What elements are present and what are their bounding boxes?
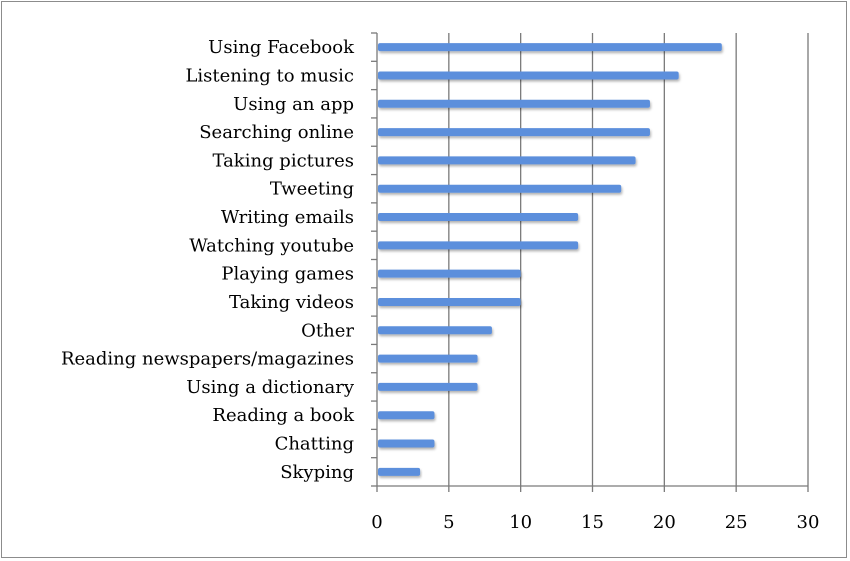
x-tick-label: 20	[653, 512, 676, 533]
y-category-label: Skyping	[280, 462, 354, 483]
y-category-label: Taking pictures	[212, 150, 354, 171]
bar	[378, 213, 579, 222]
bar	[378, 354, 478, 363]
bar	[378, 297, 521, 306]
bar	[378, 382, 478, 391]
y-category-label: Watching youtube	[189, 235, 354, 256]
bar	[378, 128, 650, 137]
y-category-label: Using Facebook	[208, 37, 355, 58]
x-tick-label: 0	[371, 512, 382, 533]
y-category-label: Playing games	[221, 264, 354, 285]
bar	[378, 326, 492, 335]
y-category-label: Using a dictionary	[186, 377, 355, 398]
y-category-label: Reading newspapers/magazines	[61, 349, 354, 370]
y-category-label: Tweeting	[270, 179, 354, 200]
x-tick-label: 25	[725, 512, 748, 533]
bar	[378, 411, 435, 420]
y-category-label: Other	[301, 320, 354, 341]
y-category-label: Searching online	[199, 122, 354, 143]
y-category-label: Using an app	[233, 94, 354, 115]
bar	[378, 71, 679, 80]
y-category-label: Taking videos	[229, 292, 354, 313]
y-category-label: Reading a book	[212, 405, 355, 426]
y-category-label: Writing emails	[221, 207, 354, 228]
bar	[378, 43, 722, 52]
bar	[378, 269, 521, 278]
bar	[378, 241, 579, 250]
bar	[378, 467, 421, 476]
bar	[378, 439, 435, 448]
bar	[378, 184, 622, 193]
bar	[378, 99, 650, 108]
y-category-label: Listening to music	[185, 65, 354, 86]
x-tick-label: 5	[443, 512, 454, 533]
y-category-label: Chatting	[275, 434, 354, 455]
x-tick-label: 15	[581, 512, 604, 533]
x-tick-label: 10	[509, 512, 532, 533]
x-tick-label: 30	[797, 512, 820, 533]
bar	[378, 156, 636, 165]
